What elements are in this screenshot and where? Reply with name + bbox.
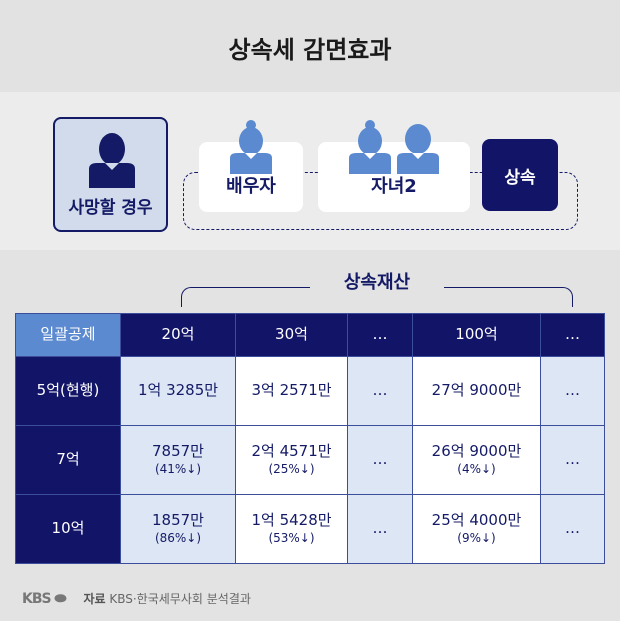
table-cell: … [347, 356, 413, 426]
footer: KBS ⬬ 자료 KBS·한국세무사회 분석결과 [22, 590, 251, 607]
cell-value: … [565, 519, 580, 538]
row-header: 7억 [15, 425, 121, 495]
cell-value: 1857만 [152, 511, 204, 530]
table-cell: 26억 9000만 (4%↓) [412, 425, 541, 495]
cell-change: (25%↓) [268, 461, 315, 476]
column-header: 30억 [235, 313, 348, 357]
table-cell: … [347, 425, 413, 495]
table-cell: 1857만 (86%↓) [120, 494, 236, 564]
children-label: 자녀2 [371, 176, 417, 197]
table-cell: 7857만 (41%↓) [120, 425, 236, 495]
table-cell: 1억 3285만 [120, 356, 236, 426]
table-cell: … [347, 494, 413, 564]
table-row: 10억 1857만 (86%↓) 1억 5428만 (53%↓)… 25억 4000만 (9… [15, 494, 605, 564]
source-text: KBS·한국세무사회 분석결과 [109, 592, 251, 606]
cell-value: … [565, 450, 580, 469]
bracket-label: 상속재산 [310, 268, 444, 294]
cell-value: 2억 4571만 [251, 442, 332, 461]
cell-value: 27억 9000만 [431, 381, 522, 400]
table-cell: 2억 4571만 (25%↓) [235, 425, 348, 495]
cell-value: 25억 4000만 [431, 511, 522, 530]
table-cell: … [540, 425, 605, 495]
child-icon [397, 124, 439, 174]
page-title: 상속세 감면효과 [228, 36, 392, 64]
column-header: 100억 [412, 313, 541, 357]
cell-change: (41%↓) [154, 461, 202, 476]
row-header: 5억(현행) [15, 356, 121, 426]
cell-value: 3억 2571만 [251, 381, 332, 400]
column-header: … [347, 313, 413, 357]
source: 자료 KBS·한국세무사회 분석결과 [83, 590, 250, 607]
cell-change: (53%↓) [268, 530, 315, 545]
table-row: 5억(현행) 1억 3285만 3억 2571만 … 27억 9000만 … [15, 356, 605, 426]
spouse-icon [230, 120, 272, 174]
tax-table: 일괄공제 20억 30억 … 100억 … 5억(현행) 1억 3285만 3억 2… [15, 313, 605, 564]
source-label: 자료 [83, 592, 106, 606]
cell-change: (4%↓) [457, 461, 496, 476]
deceased-label: 사망할 경우 [68, 198, 153, 218]
row-header: 10억 [15, 494, 121, 564]
cell-value: 7857만 [152, 442, 204, 461]
cell-value: … [372, 519, 388, 538]
cell-value: 1억 5428만 [251, 511, 332, 530]
cell-value: … [372, 450, 388, 469]
table-row: 7억 7857만 (41%↓) 2억 4571만 (25%↓)… 26억 9000만 (4%… [15, 425, 605, 495]
table-cell: 25억 4000만 (9%↓) [412, 494, 541, 564]
cell-value: … [372, 381, 388, 400]
spouse-label: 배우자 [226, 176, 276, 197]
corner-header: 일괄공제 [15, 313, 121, 357]
table-cell: … [540, 494, 605, 564]
kbs-logo: KBS ⬬ [22, 590, 66, 607]
cell-value: 26억 9000만 [431, 442, 522, 461]
column-header: 20억 [120, 313, 236, 357]
children-card: 자녀2 [318, 142, 470, 212]
cell-value: 1억 3285만 [137, 381, 219, 400]
table-cell: 3억 2571만 [235, 356, 348, 426]
child-icon [349, 120, 391, 174]
diagram: 사망할 경우 배우자 자녀2 상속 [0, 92, 620, 250]
inheritance-box: 상속 [482, 139, 558, 211]
deceased-box: 사망할 경우 [53, 117, 168, 232]
person-icon [89, 133, 135, 188]
cell-value: … [565, 381, 580, 400]
column-header: … [540, 313, 605, 357]
table-cell: 27억 9000만 [412, 356, 541, 426]
table-header-row: 일괄공제 20억 30억 … 100억 … [15, 313, 605, 357]
table-cell: 1억 5428만 (53%↓) [235, 494, 348, 564]
cell-change: (9%↓) [457, 530, 496, 545]
title-band: 상속세 감면효과 [0, 0, 620, 92]
cell-change: (86%↓) [154, 530, 202, 545]
table-cell: … [540, 356, 605, 426]
